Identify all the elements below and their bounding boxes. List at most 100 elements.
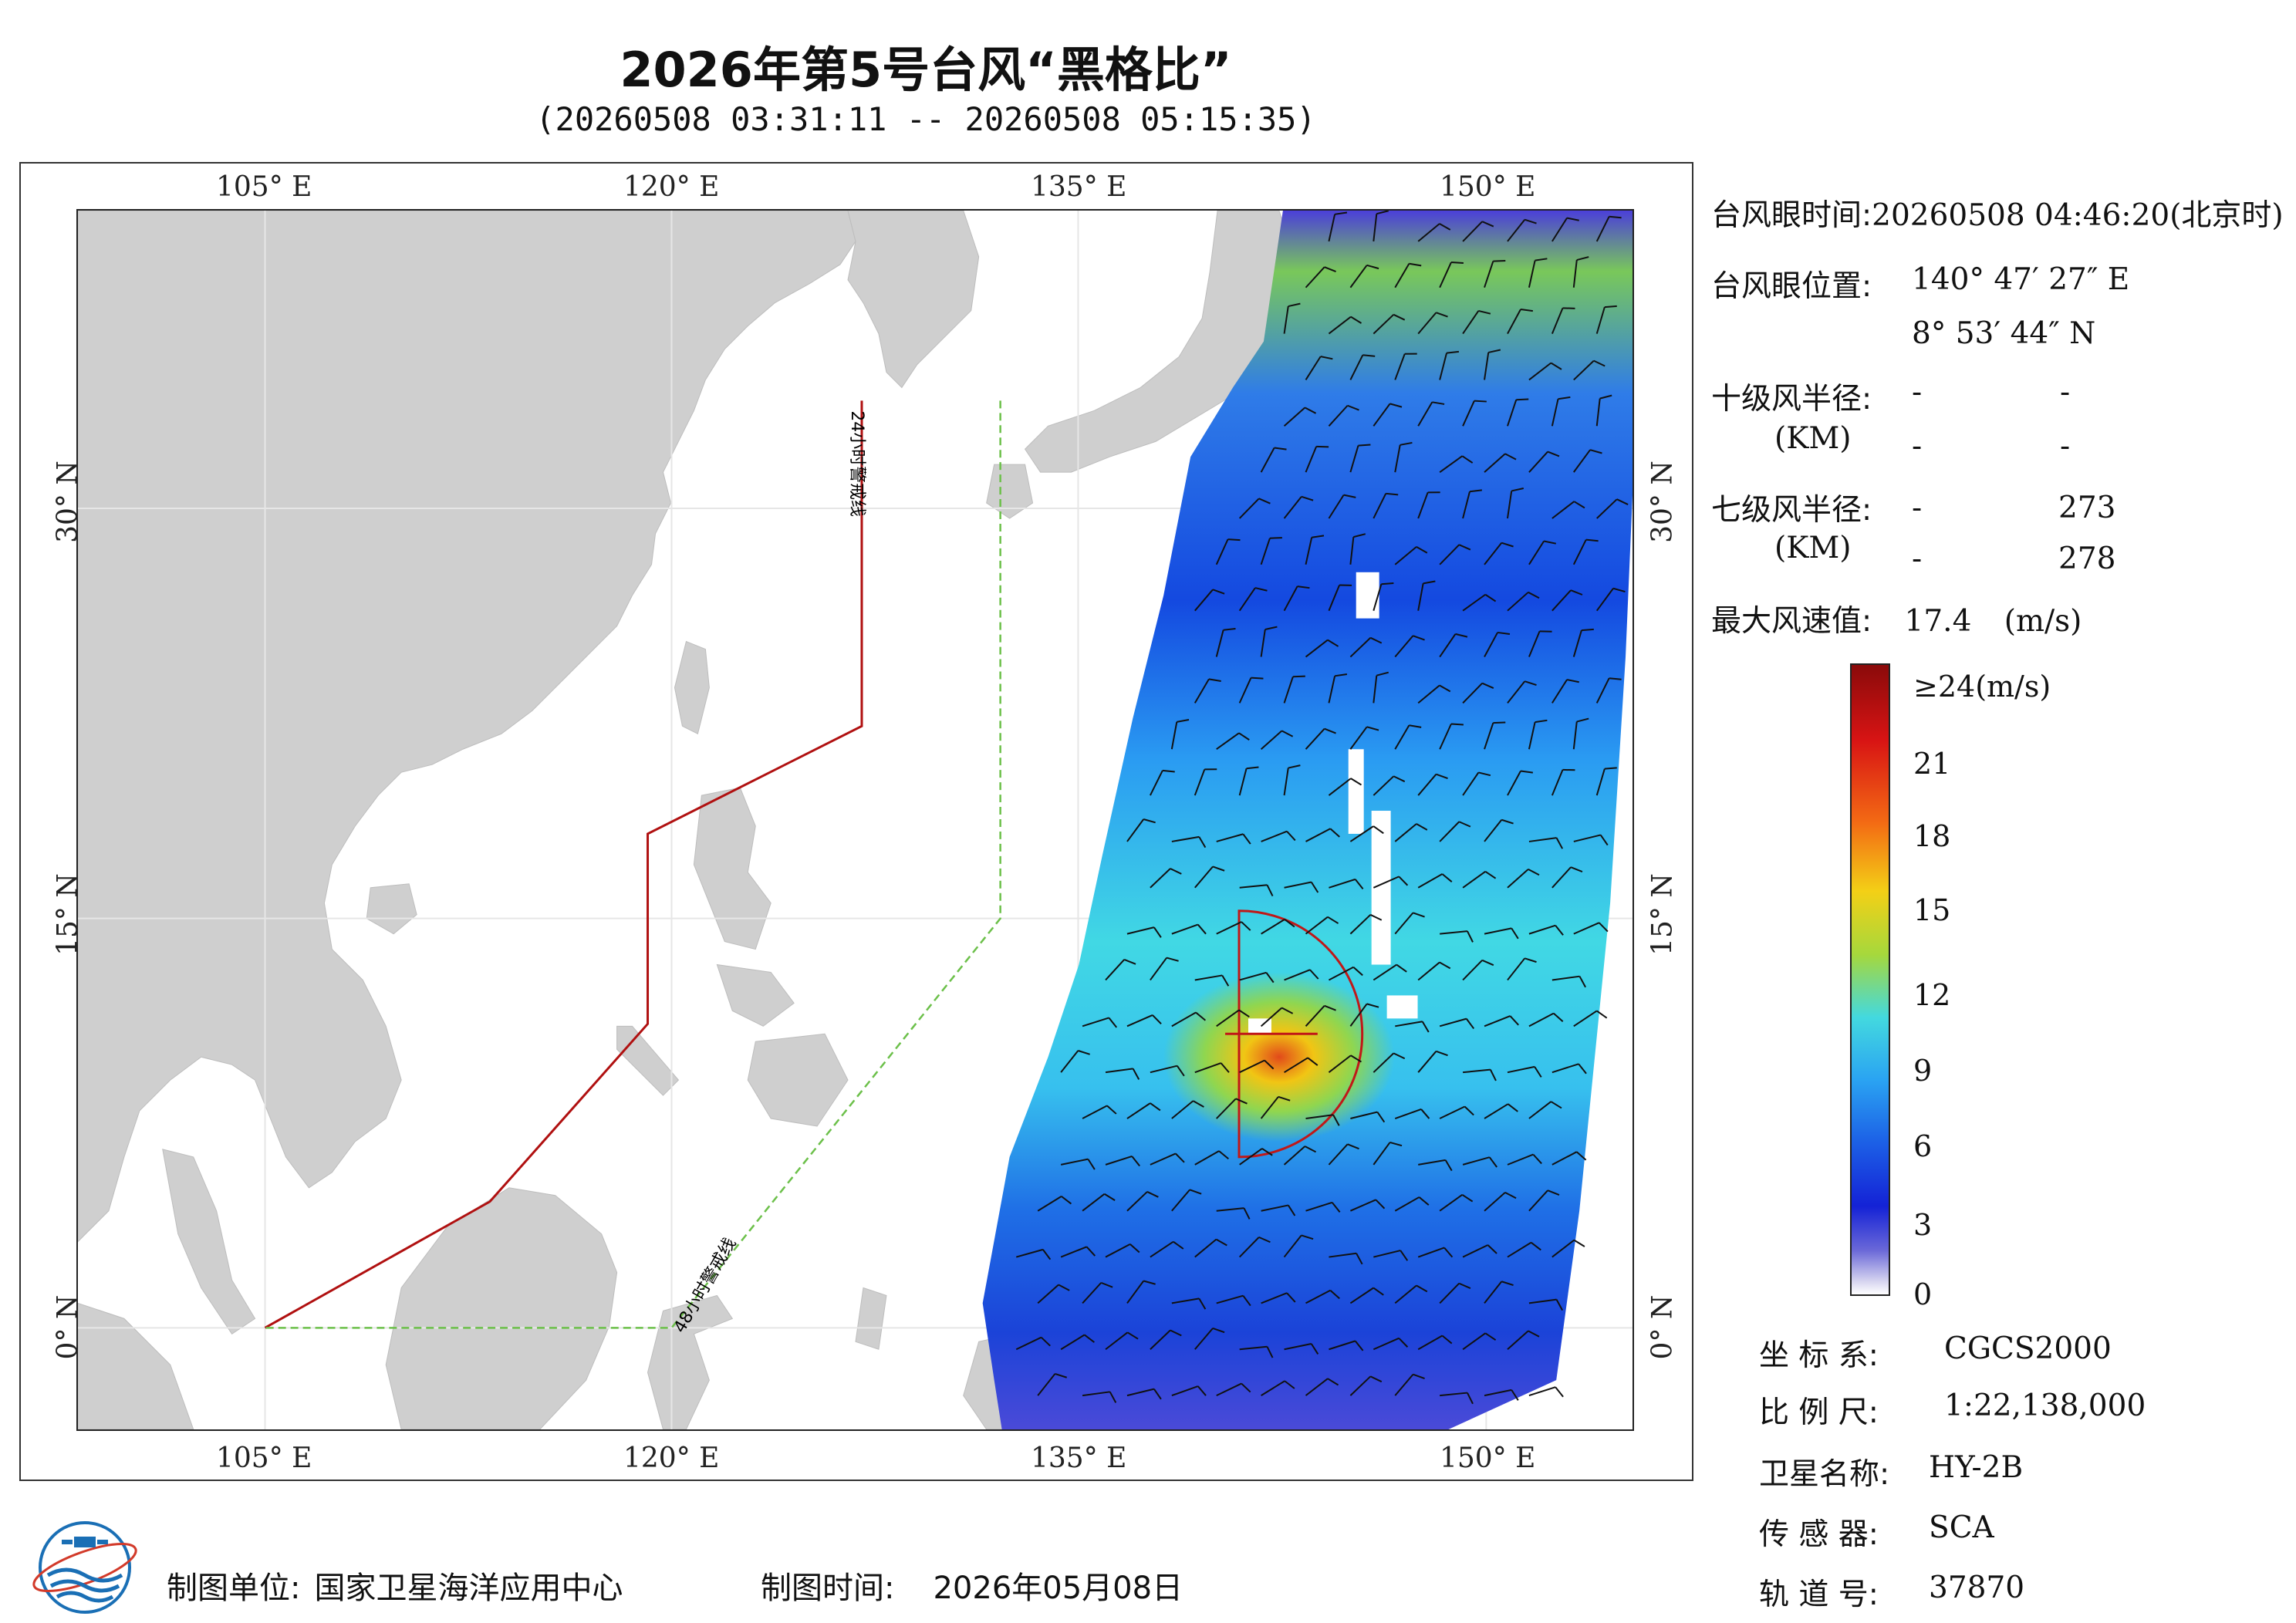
wind-barb	[1507, 957, 1526, 981]
wind-barb-feather	[1310, 1343, 1319, 1355]
wind-barb-feather	[1109, 1391, 1117, 1403]
r10-value: -	[2060, 375, 2071, 410]
wind-barb	[1239, 1345, 1268, 1351]
wind-barb	[1573, 1010, 1598, 1027]
wind-barb	[1507, 771, 1521, 796]
wind-barb-feather	[1458, 544, 1471, 551]
wind-barb-feather	[1439, 961, 1451, 970]
wind-barb-feather	[1198, 836, 1207, 849]
wind-barb	[1239, 1059, 1265, 1074]
r10-value: -	[1912, 375, 1923, 410]
wind-barb-feather	[1458, 1282, 1471, 1290]
wind-barb-feather	[1508, 1103, 1518, 1112]
wind-barb	[1284, 1343, 1312, 1351]
wind-barb	[1484, 819, 1503, 842]
wind-barb-feather	[1389, 403, 1403, 408]
wind-barb-feather	[1585, 538, 1599, 542]
wind-barb	[1507, 680, 1526, 704]
wind-barbs	[1015, 211, 1629, 1405]
wind-barb-feather	[1509, 1015, 1519, 1026]
colorbar-label: 6	[1913, 1129, 1933, 1163]
wind-barb-feather	[1524, 957, 1537, 963]
wind-barb	[1373, 1250, 1401, 1258]
wind-barb	[1551, 218, 1568, 242]
land-borneo	[385, 1187, 618, 1429]
wind-barb-feather	[1334, 673, 1348, 677]
wind-barb	[1328, 585, 1341, 612]
wind-barb	[1528, 540, 1545, 565]
wind-barb	[1484, 1015, 1511, 1027]
wind-barb-feather	[1566, 217, 1579, 221]
colorbar-label: 15	[1913, 893, 1951, 927]
wind-barb-feather	[1146, 1191, 1159, 1198]
wind-barb	[1126, 1191, 1148, 1212]
wind-barb-feather	[1446, 350, 1460, 354]
wind-barb-feather	[1596, 1010, 1608, 1019]
wind-barb-feather	[1175, 1152, 1185, 1163]
footer-unit-value: 国家卫星海洋应用中心	[314, 1571, 623, 1606]
wind-barb	[1216, 1098, 1237, 1119]
wind-barb	[1463, 1068, 1491, 1074]
wind-barb	[1417, 1247, 1445, 1258]
wind-barb	[1551, 501, 1575, 519]
wind-barb	[1373, 493, 1387, 519]
wind-barb-feather	[1301, 495, 1314, 501]
wind-barb-feather	[1373, 825, 1384, 835]
wind-barb	[1171, 835, 1200, 842]
wind-barb	[1194, 769, 1206, 796]
wind-barb	[1216, 1009, 1240, 1027]
wind-barb-feather	[1493, 721, 1506, 724]
wind-barb	[1551, 589, 1572, 612]
wind-barb-feather	[1221, 974, 1230, 987]
wind-barb	[1394, 263, 1410, 288]
wind-barb-feather	[1441, 873, 1453, 882]
wind-barb	[1150, 1240, 1174, 1258]
wind-barb-feather	[1576, 256, 1589, 262]
wind-barb	[1439, 633, 1457, 658]
wind-barb-feather	[1197, 923, 1207, 935]
wind-barb	[1283, 305, 1289, 334]
wind-barb-feather	[1286, 830, 1296, 842]
wind-barb-feather	[1501, 1281, 1514, 1287]
wind-barb-feather	[1393, 313, 1406, 321]
wind-barb-feather	[1366, 726, 1379, 731]
wind-barb	[1126, 1014, 1153, 1027]
wind-barb	[1349, 726, 1368, 750]
wind-barb	[1551, 1151, 1578, 1166]
wind-barb	[1551, 1239, 1575, 1258]
lat-tick-right: 0° N	[1646, 1294, 1679, 1360]
wind-barb-feather	[1450, 262, 1464, 265]
max-wind-unit: (m/s)	[2004, 604, 2082, 639]
wind-barb-feather	[1488, 1156, 1497, 1168]
wind-barb-feather	[1235, 1098, 1248, 1105]
wind-barb-feather	[1570, 589, 1583, 596]
wind-barb-feather	[1418, 1196, 1430, 1206]
map-canvas[interactable]: 24小时警戒线 48小时警戒线	[76, 209, 1634, 1431]
wind-barb-feather	[1543, 540, 1556, 545]
wind-barb-feather	[1436, 312, 1448, 318]
wind-barb	[1105, 1331, 1129, 1351]
footer-unit: 制图单位: 国家卫星海洋应用中心	[167, 1563, 623, 1608]
wind-barb	[1150, 1065, 1178, 1074]
wind-barb-feather	[1464, 1105, 1474, 1116]
footer-time-label: 制图时间:	[761, 1571, 895, 1606]
wind-barb-feather	[1170, 1329, 1182, 1337]
wind-barb-feather	[1558, 396, 1571, 400]
wind-barb	[1484, 1192, 1506, 1212]
wind-barb-feather	[1599, 834, 1609, 846]
wind-barb	[1551, 1063, 1579, 1074]
lon-tick-top: 120° E	[623, 171, 720, 203]
swath-gaps	[1248, 572, 1418, 1034]
footer-time-value: 2026年05月08日	[933, 1571, 1183, 1606]
wind-barb-feather	[1177, 719, 1190, 723]
r10-value: -	[1912, 429, 1923, 464]
wind-barb	[1573, 359, 1595, 381]
wind-barb	[1105, 1068, 1133, 1074]
lon-tick-top: 105° E	[216, 171, 312, 203]
wind-barb	[1171, 1385, 1199, 1397]
wind-barb-feather	[1555, 925, 1564, 936]
lon-tick-bottom: 120° E	[623, 1442, 720, 1474]
wind-barb	[1215, 538, 1229, 565]
wind-barb-feather	[1599, 394, 1612, 400]
wind-barb-feather	[1055, 1372, 1068, 1378]
